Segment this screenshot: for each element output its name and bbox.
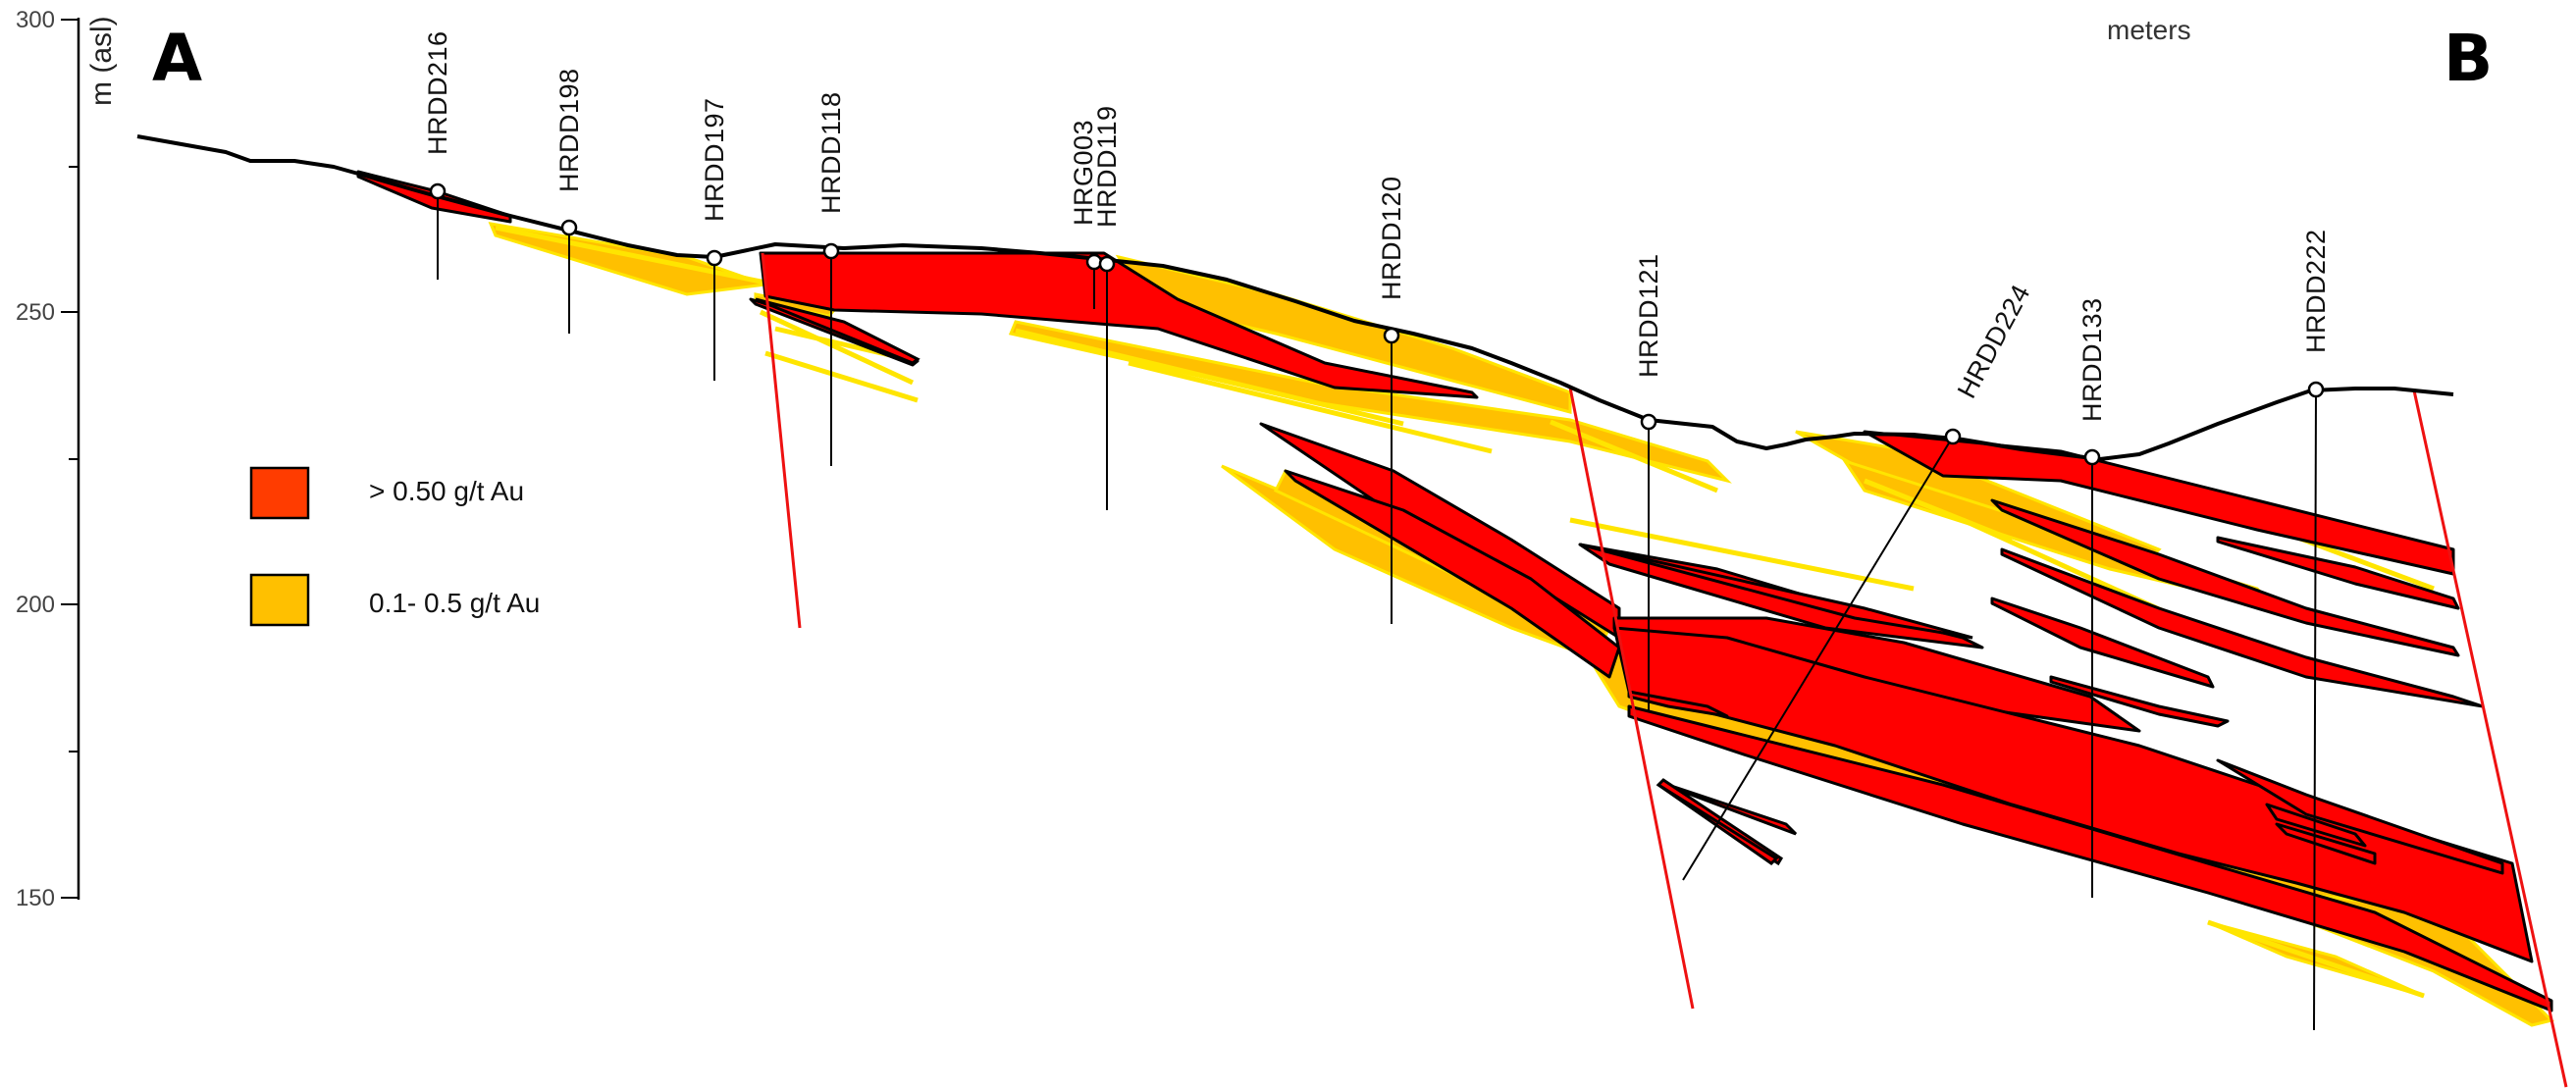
- legend-swatch-high-grade: [249, 466, 310, 520]
- low-grade-stringer: [764, 350, 919, 403]
- drillhole-traces: [437, 191, 2317, 1031]
- high-grade-zone: [2216, 758, 2504, 875]
- drillhole-label: HRDD224: [1952, 280, 2036, 403]
- legend: > 0.50 g/t Au 0.1- 0.5 g/t Au: [249, 466, 540, 627]
- low-grade-zone: [1008, 320, 1732, 484]
- collar-marker: [1383, 327, 1400, 344]
- drillhole-collars: [429, 182, 2325, 466]
- units-label: meters: [2107, 15, 2191, 45]
- tick-label: 150: [16, 885, 55, 911]
- high-grade-zone: [2216, 536, 2460, 610]
- high-grade-zone: [1284, 469, 1621, 679]
- high-grade-zone: [1627, 704, 2553, 1012]
- legend-label: 0.1- 0.5 g/t Au: [369, 588, 540, 618]
- drillhole-trace: [1682, 436, 1954, 881]
- collar-marker: [560, 219, 578, 236]
- collar-marker: [822, 242, 840, 260]
- collar-marker: [1085, 253, 1103, 271]
- high-grade-zone: [2275, 822, 2377, 865]
- low-grade-stringer: [1128, 360, 1493, 454]
- drillhole-label: HRDD216: [423, 30, 452, 155]
- collar-marker: [1098, 255, 1116, 273]
- section-end-label: B: [2444, 21, 2493, 96]
- high-grade-zone: [1612, 626, 2534, 963]
- fault-line: [761, 252, 802, 629]
- collar-marker: [1640, 413, 1657, 431]
- tick-label: 250: [16, 299, 55, 326]
- low-grade-stringer: [1569, 517, 1915, 592]
- drillhole-labels: HRDD216 HRDD198 HRDD197 HRDD118 HRG003 H…: [423, 30, 2331, 422]
- collar-marker: [429, 182, 447, 200]
- collar-marker: [1944, 428, 1962, 445]
- faults: [761, 252, 2568, 1088]
- drillhole-label: HRDD121: [1634, 253, 1663, 378]
- elevation-axis: 300 250 200 150 m (asl): [16, 7, 118, 911]
- high-grade-lens: [755, 297, 920, 365]
- legend-label: > 0.50 g/t Au: [369, 476, 524, 506]
- drillhole-label: HRDD222: [2301, 229, 2331, 353]
- collar-marker: [2307, 381, 2325, 398]
- low-grade-stringer: [495, 225, 786, 289]
- high-grade-zone: [1990, 498, 2460, 657]
- drillhole-label: HRDD198: [554, 68, 584, 192]
- drillhole-label: HRDD119: [1092, 105, 1122, 228]
- drillhole-label: HRDD197: [700, 97, 729, 222]
- low-grade-stringer: [759, 309, 915, 386]
- black-lenses: [755, 297, 1973, 866]
- topography-line: [136, 134, 2454, 461]
- fault-line: [1568, 387, 1695, 1010]
- drillhole-label: HRDD133: [2077, 297, 2107, 422]
- high-grade-zone: [2265, 803, 2367, 848]
- section-start-label: A: [152, 21, 202, 96]
- drillhole-trace: [2313, 389, 2317, 1031]
- drillhole-label: HRG003: [1069, 120, 1098, 226]
- low-grade-stringer: [2207, 919, 2425, 999]
- collar-marker: [706, 249, 723, 267]
- drillhole-label: HRDD120: [1377, 176, 1406, 300]
- high-grade-zone: [759, 251, 1479, 399]
- axis-title: m (asl): [85, 16, 118, 106]
- high-grade-zone: [2049, 675, 2230, 728]
- fault-line: [2412, 389, 2568, 1088]
- legend-swatch-low-grade: [249, 573, 310, 627]
- low-grade-stringer: [1015, 328, 1404, 427]
- drillhole-label: HRDD118: [816, 91, 846, 214]
- high-grade-zone: [1990, 597, 2215, 689]
- collar-marker: [2083, 448, 2101, 466]
- high-grade-lens: [1579, 543, 1973, 640]
- tick-label: 300: [16, 7, 55, 33]
- tick-label: 200: [16, 592, 55, 618]
